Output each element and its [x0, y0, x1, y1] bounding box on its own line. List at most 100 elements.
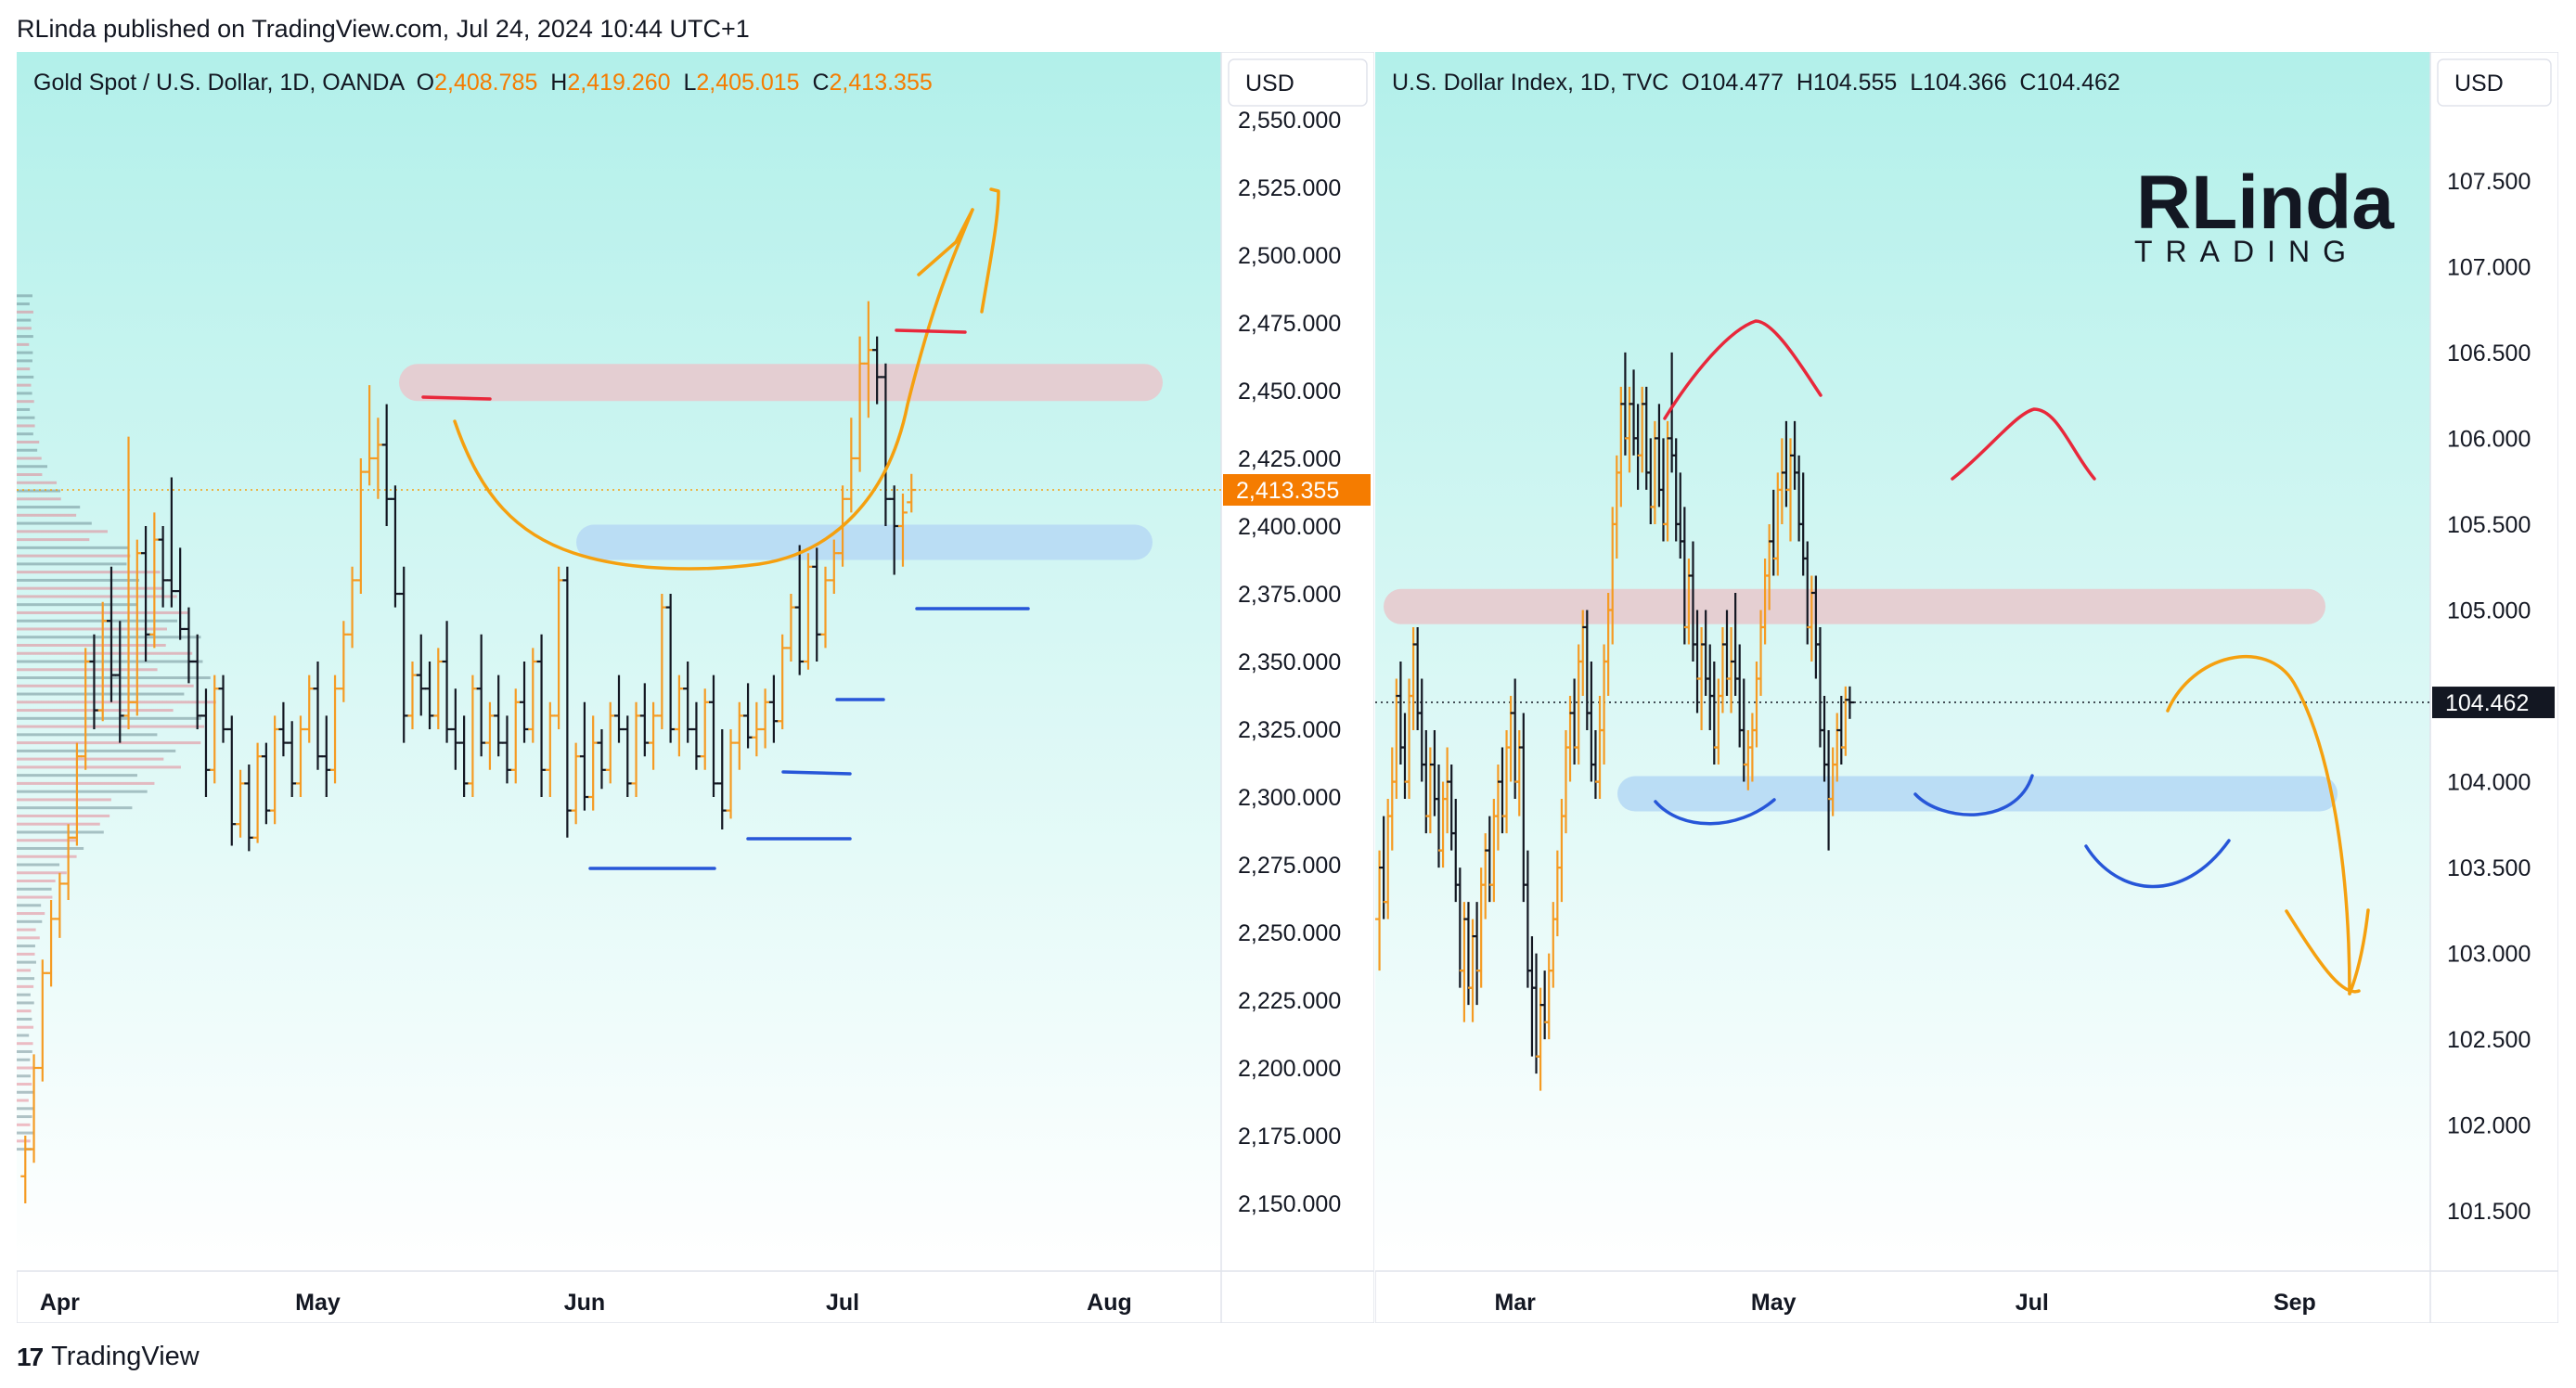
arrow-head-right	[980, 187, 1000, 314]
y-tick-label: 102.500	[2447, 1027, 2531, 1053]
candles	[20, 301, 917, 1203]
legend-l-value: 104.366	[1923, 70, 2019, 96]
bottom-arc-1	[1654, 798, 1776, 826]
candle	[55, 872, 65, 938]
x-tick-label: Jun	[564, 1290, 605, 1316]
candle	[502, 715, 512, 784]
candle	[270, 715, 280, 825]
candle	[778, 634, 788, 729]
y-tick-label: 103.500	[2447, 855, 2531, 881]
tradingview-footer[interactable]: 17 TradingView	[17, 1342, 200, 1372]
legend-h-label: H	[1797, 70, 1813, 96]
currency-button[interactable]: USD	[1228, 58, 1368, 107]
candle	[820, 566, 831, 649]
current-price-tag	[2432, 687, 2555, 719]
x-tick-label: Mar	[1494, 1290, 1536, 1316]
candle	[554, 566, 564, 729]
dxy-chart[interactable]: 101.500 102.000 102.500 103.000 103.500 104.0…	[1375, 52, 2558, 1323]
current-price-label: 2,413.355	[1236, 478, 1339, 504]
legend-h-value: 104.555	[1813, 70, 1910, 96]
candle	[768, 675, 779, 743]
candle	[81, 648, 91, 770]
legend-c-label: C	[2019, 70, 2036, 96]
candle	[829, 539, 839, 594]
candle	[304, 675, 315, 743]
candle	[597, 729, 607, 790]
recent-high-mark	[895, 328, 967, 334]
candle	[691, 701, 702, 770]
legend-o-label: O	[417, 70, 434, 96]
currency-button-box	[1228, 58, 1368, 107]
legend-o-value: 104.477	[1700, 70, 1797, 96]
candle	[855, 336, 865, 472]
gold-chart[interactable]: 2,150.000 2,175.000 2,200.000 2,225.000 2,25…	[17, 52, 1374, 1323]
top-arc-2	[1951, 407, 2096, 481]
candle	[71, 742, 82, 846]
candle	[562, 566, 573, 838]
legend-c-value: 2,413.355	[830, 70, 933, 96]
y-tick-label: 2,525.000	[1238, 175, 1341, 201]
x-tick-label: Aug	[1087, 1290, 1132, 1316]
candle	[390, 485, 400, 608]
chart-legend: U.S. Dollar Index, 1D, TVC O104.477 H104…	[1392, 70, 2120, 96]
legend-l-label: L	[683, 70, 696, 96]
candle	[278, 701, 289, 757]
candle	[631, 701, 641, 797]
candle	[881, 363, 891, 526]
gold-chart-canvas[interactable]: 2,150.000 2,175.000 2,200.000 2,225.000 2,25…	[17, 52, 1374, 1323]
y-tick-label: 102.000	[2447, 1113, 2531, 1139]
currency-button-label: USD	[2454, 71, 2504, 96]
candle	[261, 742, 271, 825]
volume-profile	[17, 294, 216, 1151]
candle	[794, 545, 805, 675]
candle	[623, 715, 633, 797]
x-tick-label: Jul	[2016, 1290, 2049, 1316]
legend-c-label: C	[812, 70, 829, 96]
legend-title: Gold Spot / U.S. Dollar, 1D, OANDA	[33, 70, 417, 96]
candle	[184, 607, 194, 684]
candle	[907, 473, 917, 513]
y-tick-label: 2,550.000	[1238, 108, 1341, 134]
candle	[244, 764, 254, 852]
cup-arrow-path	[453, 208, 974, 571]
candle	[700, 688, 710, 770]
current-price-tag	[1223, 474, 1371, 507]
candle	[510, 688, 521, 784]
candle	[141, 526, 151, 662]
candle	[313, 662, 323, 770]
candle	[200, 688, 211, 797]
y-tick-label: 2,175.000	[1238, 1124, 1341, 1150]
candle	[218, 675, 228, 743]
candle	[106, 566, 116, 702]
dxy-chart-canvas[interactable]: 101.500 102.000 102.500 103.000 103.500 104.0…	[1375, 52, 2558, 1323]
y-tick-label: 2,250.000	[1238, 920, 1341, 946]
legend-h-value: 2,419.260	[567, 70, 683, 96]
candle	[665, 594, 676, 743]
projection-head-2	[2348, 908, 2370, 996]
candle	[545, 701, 555, 797]
projection-head-1	[2285, 909, 2361, 994]
candle	[46, 899, 57, 987]
y-tick-label: 103.000	[2447, 942, 2531, 968]
candle	[726, 729, 736, 819]
candle	[97, 601, 108, 722]
candle	[708, 675, 718, 797]
candle	[734, 701, 744, 770]
candle	[476, 634, 486, 757]
candle	[365, 385, 375, 486]
y-tick-label: 2,375.000	[1238, 582, 1341, 608]
y-tick-label: 101.500	[2447, 1199, 2531, 1225]
candle	[872, 336, 882, 405]
candle	[381, 404, 392, 526]
projection-path	[2166, 654, 2351, 996]
candle	[743, 683, 753, 749]
y-tick-label: 2,300.000	[1238, 785, 1341, 811]
legend-h-label: H	[550, 70, 567, 96]
candle	[330, 675, 341, 784]
candle	[1845, 686, 1855, 719]
currency-button[interactable]: USD	[2437, 58, 2552, 107]
currency-button-label: USD	[1245, 71, 1294, 96]
candle	[760, 688, 770, 749]
y-tick-label: 105.000	[2447, 598, 2531, 623]
candle	[63, 824, 73, 900]
